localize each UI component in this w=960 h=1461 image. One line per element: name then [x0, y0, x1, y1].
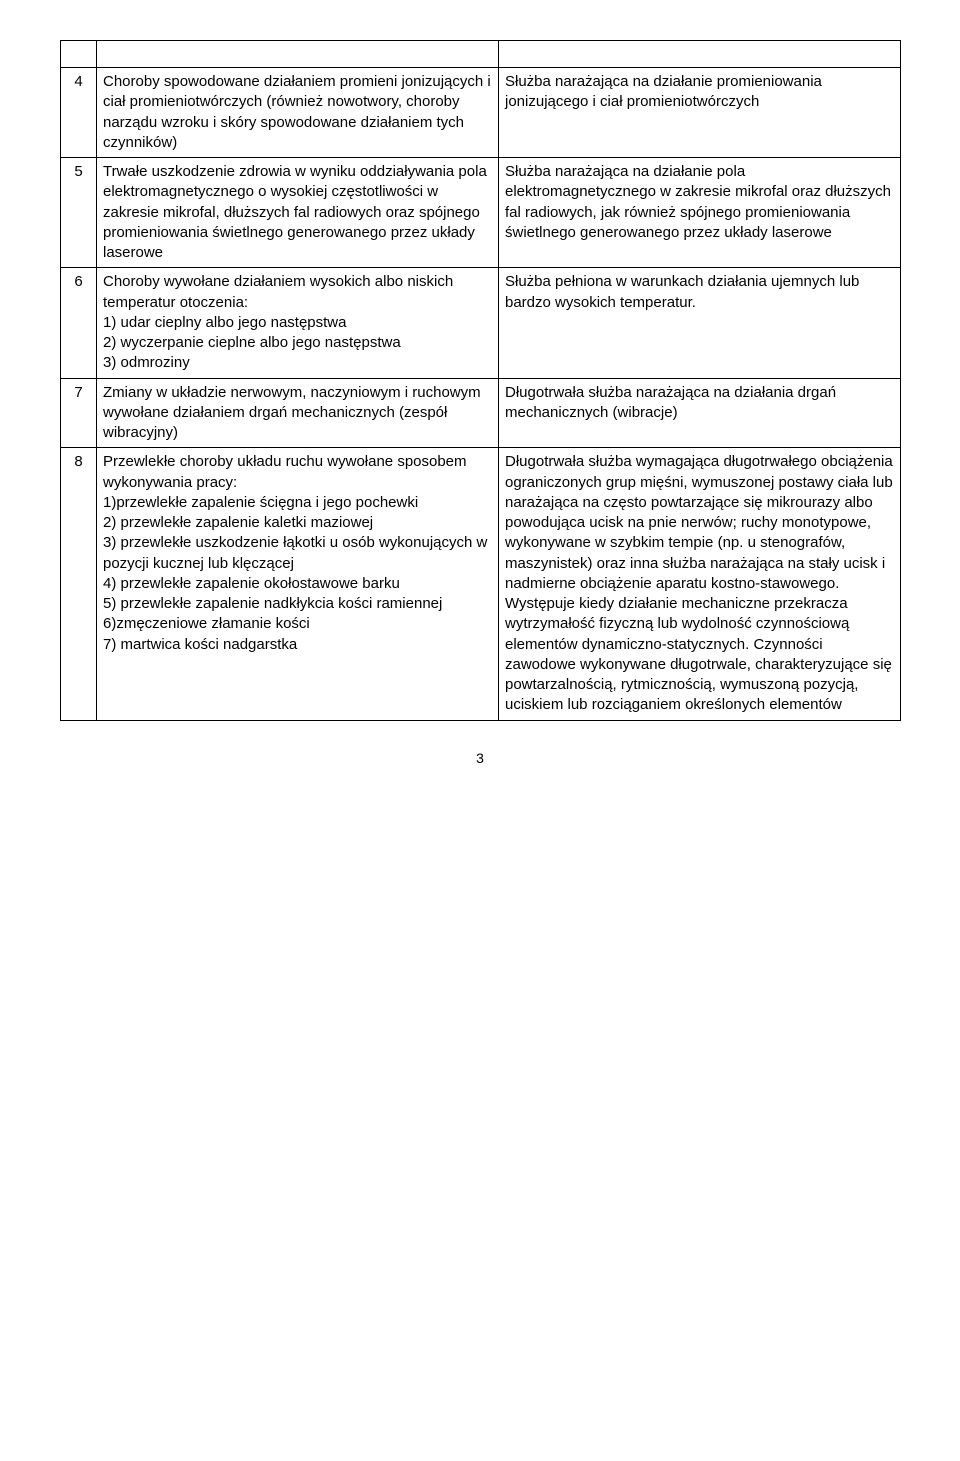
page-number: 3: [60, 749, 900, 768]
disease-description: Choroby wywołane działaniem wysokich alb…: [97, 268, 499, 378]
disease-table: 4Choroby spowodowane działaniem promieni…: [60, 40, 901, 721]
table-row: [61, 41, 901, 68]
table-row: 8Przewlekłe choroby układu ruchu wywołan…: [61, 448, 901, 720]
service-description: Służba narażająca na działanie pola elek…: [499, 158, 901, 268]
table-row: 6Choroby wywołane działaniem wysokich al…: [61, 268, 901, 378]
disease-description: Przewlekłe choroby układu ruchu wywołane…: [97, 448, 499, 720]
row-number: [61, 41, 97, 68]
table-row: 7Zmiany w układzie nerwowym, naczyniowym…: [61, 378, 901, 448]
document-page: 4Choroby spowodowane działaniem promieni…: [60, 40, 900, 767]
row-number: 7: [61, 378, 97, 448]
table-row: 5Trwałe uszkodzenie zdrowia w wyniku odd…: [61, 158, 901, 268]
service-description: Długotrwała służba narażająca na działan…: [499, 378, 901, 448]
row-number: 8: [61, 448, 97, 720]
service-description: Służba pełniona w warunkach działania uj…: [499, 268, 901, 378]
service-description: Służba narażająca na działanie promienio…: [499, 68, 901, 158]
disease-description: Choroby spowodowane działaniem promieni …: [97, 68, 499, 158]
table-row: 4Choroby spowodowane działaniem promieni…: [61, 68, 901, 158]
row-number: 4: [61, 68, 97, 158]
disease-description: Trwałe uszkodzenie zdrowia w wyniku oddz…: [97, 158, 499, 268]
row-number: 6: [61, 268, 97, 378]
disease-description: [97, 41, 499, 68]
service-description: [499, 41, 901, 68]
service-description: Długotrwała służba wymagająca długotrwał…: [499, 448, 901, 720]
disease-description: Zmiany w układzie nerwowym, naczyniowym …: [97, 378, 499, 448]
row-number: 5: [61, 158, 97, 268]
